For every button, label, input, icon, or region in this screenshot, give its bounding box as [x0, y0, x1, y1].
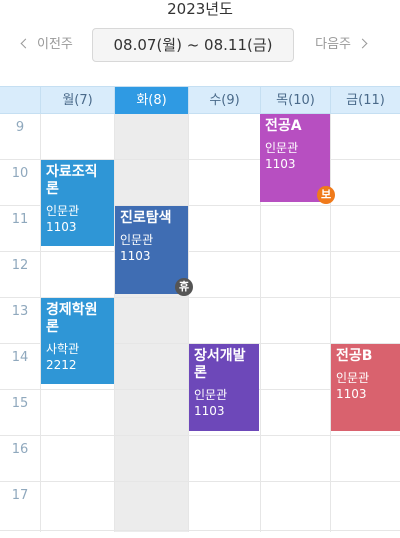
day-header-row: 월(7) 화(8) 수(9) 목(10) 금(11): [0, 86, 400, 114]
day-header-tue[interactable]: 화(8): [114, 87, 188, 114]
class-building: 인문관: [120, 233, 154, 247]
class-title: 진로탐색: [120, 210, 172, 226]
day-divider: [188, 114, 189, 532]
class-room-number: 1103: [336, 387, 367, 401]
day-header-wed[interactable]: 수(9): [188, 87, 260, 114]
hour-label: 13: [11, 304, 29, 319]
class-block[interactable]: 경제학원론 사학관 2212: [41, 298, 114, 384]
hour-label: 9: [15, 120, 25, 135]
hour-label: 17: [11, 488, 29, 503]
timetable-grid: 월(7) 화(8) 수(9) 목(10) 금(11) 9 10 11 12 13…: [0, 86, 400, 534]
hour-label: 11: [11, 212, 29, 227]
hour-divider: [0, 297, 400, 298]
class-title: 자료조직론: [46, 164, 98, 197]
class-building: 사학관: [46, 342, 80, 356]
class-room-number: 2212: [46, 358, 77, 372]
class-block[interactable]: 자료조직론 인문관 1103: [41, 160, 114, 246]
class-room-number: 1103: [120, 249, 151, 263]
chevron-left-icon: [20, 38, 31, 49]
next-week-label: 다음주: [315, 37, 351, 52]
day-divider: [40, 114, 41, 532]
year-label: 2023년도: [167, 0, 233, 18]
class-building: 인문관: [194, 388, 228, 402]
day-header-mon[interactable]: 월(7): [40, 87, 114, 114]
class-block[interactable]: 전공B 인문관 1103: [331, 344, 400, 431]
makeup-class-badge: 보: [317, 186, 335, 204]
hour-divider: [0, 343, 400, 344]
class-block[interactable]: 전공A 인문관 1103 보: [260, 114, 335, 204]
class-title: 전공A: [265, 118, 302, 134]
hour-divider: [0, 481, 400, 482]
week-navigation: 이전주 08.07(월) ~ 08.11(금) 다음주: [0, 28, 400, 62]
hour-divider: [0, 159, 400, 160]
week-range-button[interactable]: 08.07(월) ~ 08.11(금): [92, 28, 294, 62]
class-title: 장서개발론: [194, 348, 246, 381]
day-divider: [114, 114, 115, 532]
cancelled-class-badge: 휴: [175, 278, 193, 296]
day-header-fri[interactable]: 금(11): [330, 87, 400, 114]
class-title: 경제학원론: [46, 302, 98, 335]
class-room-number: 1103: [265, 157, 296, 171]
day-header-thu[interactable]: 목(10): [260, 87, 330, 114]
class-room-number: 1103: [46, 220, 77, 234]
hour-label: 10: [11, 166, 29, 181]
class-title: 전공B: [336, 348, 373, 364]
class-building: 인문관: [265, 141, 299, 155]
day-divider: [260, 114, 261, 532]
next-week-button[interactable]: 다음주: [315, 28, 368, 62]
chevron-right-icon: [357, 38, 368, 49]
hour-label: 15: [11, 396, 29, 411]
hour-label: 14: [11, 350, 29, 365]
hour-divider: [0, 205, 400, 206]
class-building: 인문관: [46, 204, 80, 218]
class-building: 인문관: [336, 371, 370, 385]
hour-label: 16: [11, 442, 29, 457]
hour-divider: [0, 435, 400, 436]
prev-week-label: 이전주: [37, 37, 73, 52]
hour-divider: [0, 530, 400, 531]
hour-label: 12: [11, 258, 29, 273]
class-room-number: 1103: [194, 404, 225, 418]
class-block[interactable]: 장서개발론 인문관 1103: [189, 344, 259, 431]
today-column-highlight: [114, 114, 188, 532]
class-block[interactable]: 진로탐색 인문관 1103 휴: [115, 206, 193, 296]
timetable-body: 9 10 11 12 13 14 15 16 17 전공A 인문관 1103 보…: [0, 114, 400, 532]
day-divider: [330, 114, 331, 532]
prev-week-button[interactable]: 이전주: [20, 28, 73, 62]
hour-divider: [0, 251, 400, 252]
